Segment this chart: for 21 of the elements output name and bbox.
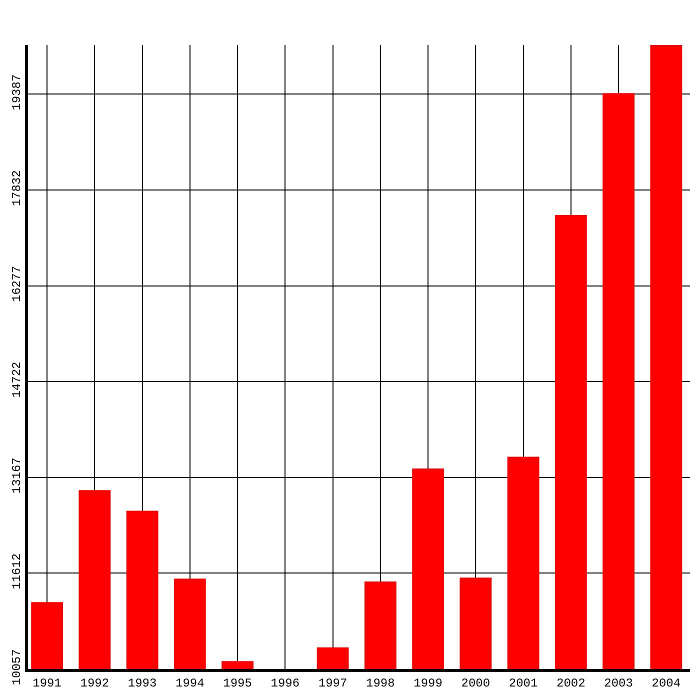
x-tick-label: 1991 — [32, 676, 62, 690]
y-tick-label: 19387 — [10, 74, 24, 110]
x-tick-label: 1993 — [128, 676, 157, 690]
y-tick-label: 10057 — [10, 649, 24, 686]
x-tick-label: 1994 — [176, 676, 204, 690]
y-tick-label: 17832 — [10, 170, 24, 206]
x-tick-label: 2000 — [461, 676, 490, 690]
y-tick-label: 11612 — [10, 553, 24, 590]
x-tick-label: 2003 — [604, 676, 633, 690]
x-tick-label: 1998 — [366, 676, 395, 690]
y-tick-label: 14722 — [10, 362, 24, 398]
x-tick-label: 2001 — [508, 676, 538, 690]
x-tick-label: 2004 — [652, 676, 681, 690]
x-tick-label: 1995 — [223, 676, 252, 690]
y-tick-label: 13167 — [10, 458, 24, 494]
x-tick-label: 1997 — [318, 676, 348, 690]
x-tick-label: 1996 — [270, 676, 300, 690]
y-tick-label: 16277 — [10, 266, 24, 302]
x-tick-label: 2002 — [556, 676, 586, 690]
x-tick-label: 1999 — [414, 676, 442, 690]
x-tick-label: 1992 — [80, 676, 110, 690]
